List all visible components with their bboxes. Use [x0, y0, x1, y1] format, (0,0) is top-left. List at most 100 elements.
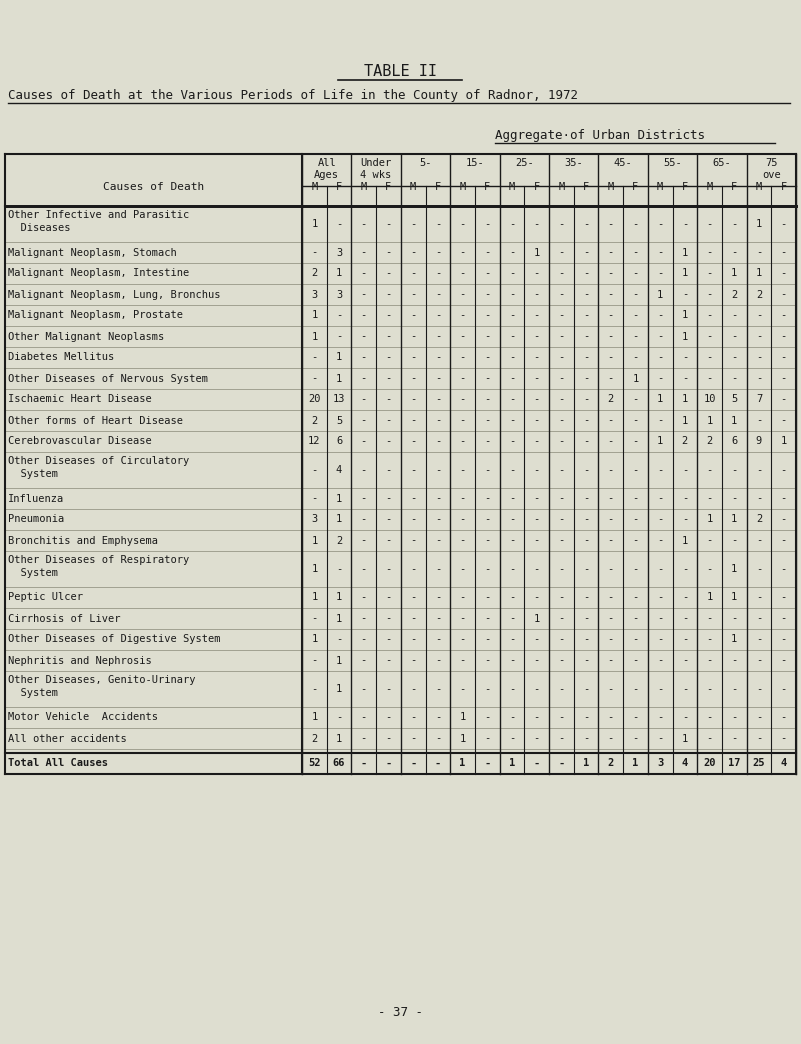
- Text: -: -: [608, 289, 614, 300]
- Text: -: -: [632, 536, 638, 546]
- Text: 6: 6: [731, 436, 738, 447]
- Text: -: -: [756, 353, 762, 362]
- Text: -: -: [608, 268, 614, 279]
- Text: -: -: [385, 614, 392, 623]
- Text: - 37 -: - 37 -: [377, 1006, 422, 1019]
- Text: -: -: [632, 416, 638, 426]
- Text: 75: 75: [765, 158, 778, 168]
- Text: -: -: [509, 734, 515, 743]
- Text: -: -: [533, 268, 540, 279]
- Text: -: -: [484, 564, 490, 574]
- Text: 1: 1: [706, 593, 713, 602]
- Text: -: -: [410, 759, 417, 768]
- Text: -: -: [780, 635, 787, 644]
- Text: -: -: [385, 684, 392, 694]
- Text: -: -: [756, 656, 762, 665]
- Text: -: -: [780, 734, 787, 743]
- Text: System: System: [8, 568, 58, 578]
- Text: -: -: [509, 416, 515, 426]
- Text: -: -: [385, 289, 392, 300]
- Text: -: -: [435, 416, 441, 426]
- Text: -: -: [385, 219, 392, 229]
- Text: -: -: [533, 684, 540, 694]
- Text: -: -: [360, 436, 367, 447]
- Text: F: F: [780, 182, 787, 192]
- Text: -: -: [583, 416, 590, 426]
- Text: -: -: [632, 635, 638, 644]
- Text: Diabetes Mellitus: Diabetes Mellitus: [8, 353, 115, 362]
- Text: -: -: [484, 416, 490, 426]
- Text: Other Diseases of Respiratory: Other Diseases of Respiratory: [8, 555, 189, 565]
- Text: -: -: [682, 656, 688, 665]
- Text: -: -: [583, 536, 590, 546]
- Text: -: -: [632, 436, 638, 447]
- Text: -: -: [435, 268, 441, 279]
- Text: -: -: [385, 310, 392, 321]
- Text: -: -: [583, 289, 590, 300]
- Text: -: -: [410, 436, 417, 447]
- Text: -: -: [484, 656, 490, 665]
- Text: -: -: [385, 353, 392, 362]
- Text: -: -: [682, 635, 688, 644]
- Text: 1: 1: [533, 247, 540, 258]
- Text: -: -: [632, 268, 638, 279]
- Text: 12: 12: [308, 436, 320, 447]
- Text: -: -: [657, 332, 663, 341]
- Text: -: -: [657, 310, 663, 321]
- Text: -: -: [533, 416, 540, 426]
- Text: Other Infective and Parasitic: Other Infective and Parasitic: [8, 210, 189, 220]
- Text: -: -: [706, 353, 713, 362]
- Text: -: -: [484, 289, 490, 300]
- Text: 2: 2: [336, 536, 342, 546]
- Text: -: -: [731, 712, 738, 722]
- Text: -: -: [410, 614, 417, 623]
- Text: -: -: [435, 494, 441, 503]
- Text: -: -: [312, 374, 317, 383]
- Text: -: -: [509, 656, 515, 665]
- Text: -: -: [583, 656, 590, 665]
- Text: 1: 1: [336, 268, 342, 279]
- Text: F: F: [484, 182, 490, 192]
- Text: 1: 1: [731, 515, 738, 524]
- Text: -: -: [731, 536, 738, 546]
- Text: -: -: [756, 564, 762, 574]
- Text: -: -: [460, 310, 465, 321]
- Text: -: -: [780, 564, 787, 574]
- Text: -: -: [533, 734, 540, 743]
- Text: System: System: [8, 469, 58, 479]
- Text: -: -: [460, 289, 465, 300]
- Text: -: -: [682, 684, 688, 694]
- Text: -: -: [435, 656, 441, 665]
- Text: -: -: [731, 684, 738, 694]
- Text: -: -: [608, 564, 614, 574]
- Text: Cerebrovascular Disease: Cerebrovascular Disease: [8, 436, 151, 447]
- Text: -: -: [558, 712, 565, 722]
- Text: -: -: [756, 465, 762, 475]
- Text: -: -: [460, 564, 465, 574]
- Text: -: -: [632, 289, 638, 300]
- Text: -: -: [509, 515, 515, 524]
- Text: 1: 1: [336, 374, 342, 383]
- Text: -: -: [435, 219, 441, 229]
- Text: -: -: [731, 494, 738, 503]
- Text: 35-: 35-: [565, 158, 583, 168]
- Text: -: -: [360, 395, 367, 404]
- Text: -: -: [360, 289, 367, 300]
- Text: -: -: [385, 635, 392, 644]
- Text: -: -: [706, 268, 713, 279]
- Text: -: -: [484, 759, 490, 768]
- Text: -: -: [731, 247, 738, 258]
- Text: Malignant Neoplasm, Lung, Bronchus: Malignant Neoplasm, Lung, Bronchus: [8, 289, 220, 300]
- Text: -: -: [657, 219, 663, 229]
- Text: 1: 1: [312, 310, 317, 321]
- Text: -: -: [435, 593, 441, 602]
- Text: -: -: [682, 515, 688, 524]
- Text: -: -: [410, 332, 417, 341]
- Text: -: -: [533, 564, 540, 574]
- Text: -: -: [583, 614, 590, 623]
- Text: -: -: [583, 332, 590, 341]
- Text: -: -: [632, 712, 638, 722]
- Text: -: -: [533, 515, 540, 524]
- Text: -: -: [583, 353, 590, 362]
- Text: -: -: [460, 536, 465, 546]
